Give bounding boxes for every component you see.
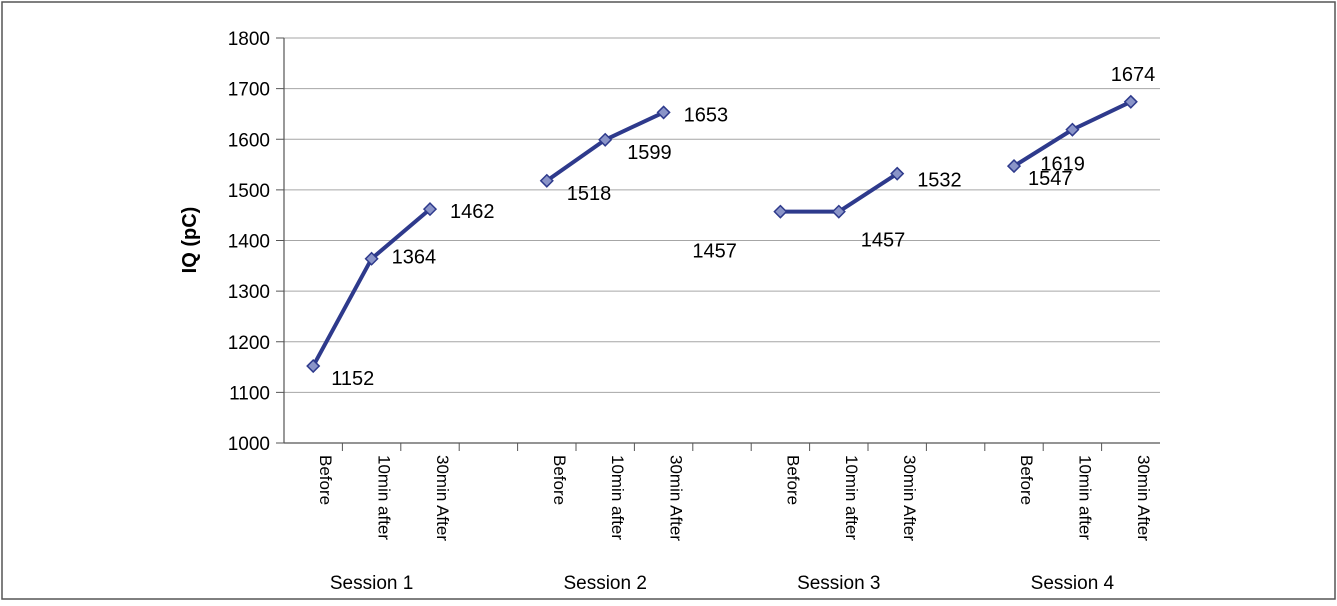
- category-labels: Before 10min after 30min After Session 1 Bef…: [316, 455, 1153, 594]
- data-point-marker: [1065, 122, 1080, 137]
- session-group-label: Session 1: [330, 573, 413, 594]
- data-label: 1457: [861, 230, 906, 252]
- data-label: 1619: [1040, 154, 1085, 176]
- data-label: 1518: [567, 183, 612, 205]
- data-label: 1547: [1028, 168, 1073, 190]
- y-axis-title: IQ (pC): [179, 207, 201, 274]
- x-category-label: 10min after: [375, 455, 394, 540]
- data-label: 1653: [684, 104, 729, 126]
- data-point-marker: [656, 105, 671, 120]
- data-label: 1599: [627, 142, 672, 164]
- x-category-label: 30min After: [433, 455, 452, 541]
- session-group-label: Session 2: [563, 573, 646, 594]
- y-tick-label: 1100: [229, 383, 270, 404]
- y-tick-label: 1600: [228, 130, 270, 151]
- y-tick-label: 1400: [228, 232, 270, 253]
- x-category-label: 30min After: [667, 455, 686, 541]
- x-category-label: Before: [783, 455, 802, 505]
- x-category-label: 30min After: [1134, 455, 1153, 541]
- session-group-label: Session 3: [797, 573, 880, 594]
- session-group-label: Session 4: [1031, 573, 1115, 594]
- data-point-marker: [773, 204, 788, 219]
- x-category-label: Before: [1017, 455, 1036, 505]
- y-tick-label: 1000: [228, 434, 270, 455]
- series-markers: [306, 94, 1138, 374]
- data-label: 1364: [392, 247, 437, 269]
- data-point-marker: [890, 166, 905, 181]
- x-category-label: 30min After: [900, 455, 919, 541]
- x-category-label: 10min after: [842, 455, 861, 540]
- data-point-marker: [1123, 94, 1138, 109]
- data-point-marker: [598, 132, 613, 147]
- y-tick-label: 1200: [228, 333, 270, 354]
- data-label: 1457: [692, 241, 737, 263]
- x-category-label: Before: [550, 455, 569, 505]
- gridlines: [284, 37, 1160, 393]
- data-point-marker: [1006, 159, 1022, 174]
- data-label: 1462: [450, 201, 495, 223]
- y-tick-label: 1500: [228, 181, 270, 202]
- y-tick-label: 1800: [228, 29, 270, 50]
- x-category-label: 10min after: [608, 455, 627, 540]
- axes: 1000 1100 1200 1300 1400 1500 1600 1700 1800: [228, 29, 1160, 455]
- data-labels: 1152 1364 1462 1518 1599 1653 1457 1457 1532 1547…: [331, 64, 1155, 390]
- data-point-marker: [539, 173, 554, 188]
- x-category-label: 10min after: [1075, 455, 1094, 540]
- data-point-marker: [831, 204, 846, 219]
- data-label: 1152: [331, 368, 374, 390]
- data-label: 1674: [1111, 64, 1156, 86]
- data-point-marker: [364, 251, 379, 266]
- x-category-label: Before: [316, 455, 335, 505]
- y-tick-label: 1300: [228, 282, 270, 303]
- data-label: 1532: [917, 170, 962, 192]
- y-tick-label: 1700: [228, 80, 270, 101]
- data-point-marker: [422, 202, 438, 217]
- data-point-marker: [306, 358, 321, 374]
